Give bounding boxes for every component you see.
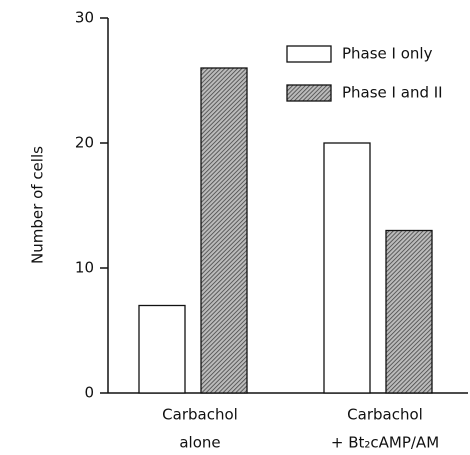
legend-label: Phase I only <box>342 45 433 63</box>
y-tick-label: 30 <box>75 9 94 27</box>
x-tick-label: Carbachol <box>162 406 238 424</box>
y-tick-label: 10 <box>75 259 94 277</box>
y-tick-label: 0 <box>84 384 94 402</box>
y-tick-label: 20 <box>75 134 94 152</box>
x-tick-label: Carbachol <box>347 406 423 424</box>
legend-label: Phase I and II <box>342 84 443 102</box>
bar <box>138 304 186 394</box>
bar <box>385 229 433 394</box>
y-axis-label: Number of cells <box>29 146 47 264</box>
x-tick-label: alone <box>179 434 220 452</box>
bar <box>323 142 371 394</box>
bar <box>200 67 248 394</box>
x-tick-label: + Bt₂cAMP/AM <box>331 434 439 452</box>
legend-swatch <box>286 45 332 63</box>
legend-swatch <box>286 84 332 102</box>
